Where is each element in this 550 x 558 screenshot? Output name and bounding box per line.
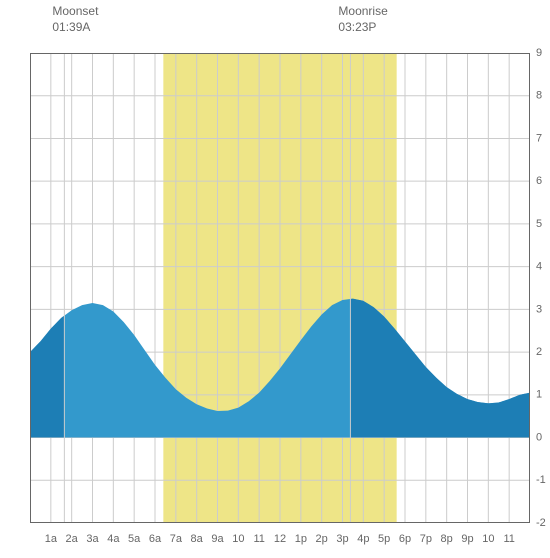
y-tick-label: 4 (536, 261, 542, 273)
moonset-time: 01:39A (52, 20, 98, 36)
y-tick-label: -1 (536, 474, 546, 486)
y-tick-label: 8 (536, 90, 542, 102)
x-tick-label: 3a (86, 533, 99, 545)
x-tick-label: 5a (128, 533, 141, 545)
x-tick-label: 11 (503, 533, 514, 545)
x-tick-label: 4p (357, 533, 369, 545)
y-tick-label: 6 (536, 175, 542, 187)
y-tick-label: 9 (536, 47, 542, 59)
x-tick-label: 3p (336, 533, 348, 545)
x-tick-label: 4a (107, 533, 120, 545)
y-tick-label: 0 (536, 431, 542, 443)
x-tick-label: 6p (399, 533, 411, 545)
moonrise-label: Moonrise 03:23P (338, 4, 387, 35)
y-tick-label: -2 (536, 517, 546, 529)
x-tick-label: 5p (378, 533, 390, 545)
moonset-label: Moonset 01:39A (52, 4, 98, 35)
x-tick-label: 12 (274, 533, 286, 545)
x-tick-label: 1p (295, 533, 307, 545)
x-tick-label: 8p (441, 533, 453, 545)
x-tick-label: 2p (316, 533, 328, 545)
x-tick-label: 7p (420, 533, 432, 545)
moonrise-time: 03:23P (338, 20, 387, 36)
x-tick-label: 2a (66, 533, 79, 545)
x-tick-label: 10 (232, 533, 244, 545)
plot-area: -2-101234567891a2a3a4a5a6a7a8a9a1011121p… (12, 8, 550, 558)
y-tick-label: 5 (536, 218, 542, 230)
moonset-title: Moonset (52, 4, 98, 20)
x-tick-label: 11 (253, 533, 264, 545)
moonrise-title: Moonrise (338, 4, 387, 20)
x-tick-label: 10 (482, 533, 494, 545)
x-tick-label: 9a (211, 533, 224, 545)
tide-chart: Moonset 01:39A Moonrise 03:23P -2-101234… (0, 0, 550, 550)
x-tick-label: 6a (149, 533, 162, 545)
y-tick-label: 2 (536, 346, 542, 358)
y-tick-label: 3 (536, 303, 542, 315)
x-tick-label: 7a (170, 533, 183, 545)
y-tick-label: 1 (536, 389, 542, 401)
x-tick-label: 1a (45, 533, 58, 545)
y-tick-label: 7 (536, 132, 542, 144)
x-tick-label: 8a (191, 533, 204, 545)
x-tick-label: 9p (461, 533, 473, 545)
